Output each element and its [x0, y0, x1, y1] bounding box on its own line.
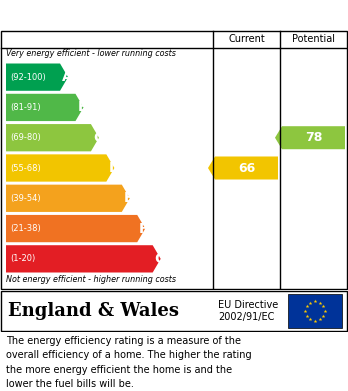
Polygon shape: [6, 215, 145, 242]
Text: The energy efficiency rating is a measure of the
overall efficiency of a home. T: The energy efficiency rating is a measur…: [6, 336, 252, 389]
Polygon shape: [6, 124, 99, 151]
Text: (39-54): (39-54): [10, 194, 41, 203]
Polygon shape: [6, 245, 161, 273]
Text: (69-80): (69-80): [10, 133, 41, 142]
Text: (92-100): (92-100): [10, 73, 46, 82]
Polygon shape: [208, 156, 278, 179]
Text: Not energy efficient - higher running costs: Not energy efficient - higher running co…: [6, 274, 176, 283]
Polygon shape: [6, 185, 130, 212]
Polygon shape: [6, 94, 84, 121]
Text: B: B: [78, 100, 88, 115]
Text: Current: Current: [228, 34, 265, 44]
Text: F: F: [139, 222, 149, 235]
Text: D: D: [108, 161, 120, 175]
Text: G: G: [155, 252, 166, 266]
Polygon shape: [6, 63, 68, 91]
Bar: [288, 294, 342, 328]
Text: 78: 78: [305, 131, 322, 144]
Text: Very energy efficient - lower running costs: Very energy efficient - lower running co…: [6, 50, 176, 59]
Text: England & Wales: England & Wales: [8, 302, 179, 320]
Text: Energy Efficiency Rating: Energy Efficiency Rating: [9, 7, 219, 23]
Text: Potential: Potential: [292, 34, 335, 44]
Text: A: A: [62, 70, 73, 84]
Text: 66: 66: [238, 161, 255, 174]
Text: (55-68): (55-68): [10, 163, 41, 172]
Text: (81-91): (81-91): [10, 103, 41, 112]
Text: C: C: [93, 131, 103, 145]
Text: EU Directive
2002/91/EC: EU Directive 2002/91/EC: [218, 300, 278, 322]
Polygon shape: [6, 154, 114, 182]
Text: (21-38): (21-38): [10, 224, 41, 233]
Polygon shape: [275, 126, 345, 149]
Text: E: E: [124, 191, 133, 205]
Text: (1-20): (1-20): [10, 255, 35, 264]
